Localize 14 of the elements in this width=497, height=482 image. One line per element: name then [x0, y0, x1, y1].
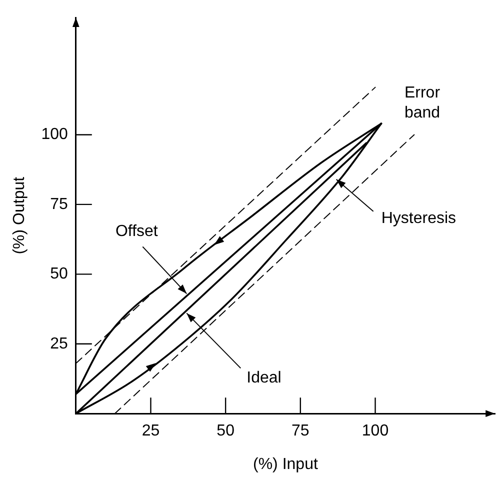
x-tick-label: 25	[142, 422, 160, 440]
y-tick-label: 25	[50, 335, 68, 352]
y-tick-label: 100	[41, 126, 68, 144]
annotation: Error band	[404, 84, 441, 122]
x-tick-label: 75	[292, 422, 310, 440]
annotation: Ideal	[246, 370, 282, 387]
x-axis-title: (%) Input	[252, 456, 318, 473]
y-axis-title: (%) Output	[11, 176, 28, 254]
annotation: Offset	[115, 223, 158, 240]
annotation: Hysteresis	[381, 210, 456, 227]
y-tick-label: 75	[50, 196, 68, 213]
x-tick-label: 100	[362, 422, 389, 440]
x-tick-label: 50	[216, 422, 235, 440]
y-tick-label: 50	[50, 266, 68, 283]
